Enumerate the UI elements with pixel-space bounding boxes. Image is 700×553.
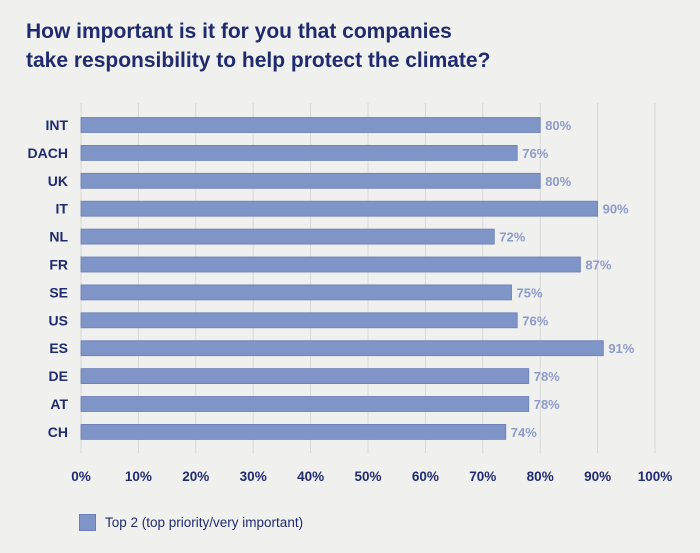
category-label: DACH [28,145,68,161]
bar [80,340,604,357]
category-label: NL [49,229,68,245]
chart-title: How important is it for you that compani… [26,17,666,75]
x-tick-label: 50% [354,469,381,484]
x-tick-label: 80% [527,469,554,484]
bar [80,423,507,440]
category-label: DE [49,368,68,384]
bar [80,200,598,217]
category-label: INT [45,117,68,133]
bar [80,228,495,245]
category-label: FR [49,257,68,273]
category-label: US [49,312,68,328]
x-tick-label: 10% [125,469,152,484]
value-label: 74% [511,425,537,440]
bar [80,312,518,329]
bar [80,144,518,161]
value-label: 90% [603,202,629,217]
bar [80,172,541,189]
x-tick-label: 30% [240,469,267,484]
gridlines [80,103,656,453]
category-label: CH [48,424,68,440]
category-label: AT [50,396,68,412]
x-tick-label: 70% [469,469,496,484]
chart-title-line-1: How important is it for you that compani… [26,20,452,43]
value-label: 72% [499,230,525,245]
value-label: 80% [545,174,571,189]
legend: Top 2 (top priority/very important) [79,514,303,531]
legend-swatch [79,514,96,531]
x-tick-label: 20% [182,469,209,484]
x-tick-label: 60% [412,469,439,484]
legend-label: Top 2 (top priority/very important) [105,515,304,530]
category-label: UK [48,173,68,189]
value-label: 91% [608,341,634,356]
category-label: ES [49,340,68,356]
x-tick-label: 90% [584,469,611,484]
x-tick-label: 100% [638,469,673,484]
labels: INT 80% DACH 76% UK 80% IT 90% NL 72% FR 87% SE 75% US… [28,117,635,440]
bar [80,284,512,301]
value-label: 78% [534,397,560,412]
bar [80,117,541,133]
value-label: 76% [522,146,548,161]
x-tick-label: 40% [297,469,324,484]
value-label: 78% [534,369,560,384]
x-axis-ticks: 0% 10% 20% 30% 40% 50% 60% 70% 80% 90% 100% [71,469,672,484]
bar [80,368,530,385]
category-label: IT [56,201,69,217]
category-label: SE [49,284,68,300]
value-label: 87% [585,258,611,273]
bar [80,256,581,273]
chart-title-line-2: take responsibility to help protect the … [26,49,491,72]
value-label: 75% [517,285,543,300]
value-label: 76% [522,313,548,328]
bar [80,396,530,412]
value-label: 80% [545,118,571,133]
bars [80,117,604,440]
x-tick-label: 0% [71,469,91,484]
